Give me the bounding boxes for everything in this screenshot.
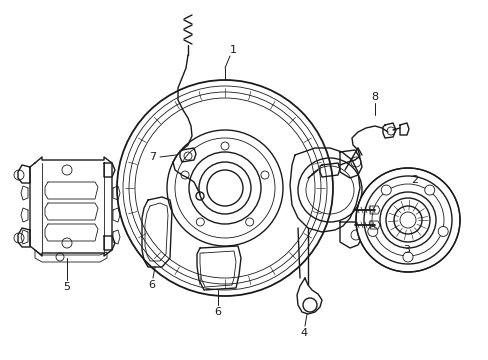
Text: 7: 7 <box>149 152 156 162</box>
Text: 6: 6 <box>148 280 155 290</box>
Circle shape <box>381 185 390 195</box>
Text: 2: 2 <box>410 175 418 185</box>
Circle shape <box>402 252 412 262</box>
Text: 4: 4 <box>300 328 307 338</box>
Circle shape <box>355 168 459 272</box>
Text: 5: 5 <box>63 282 70 292</box>
Text: 8: 8 <box>371 92 378 102</box>
Circle shape <box>117 80 332 296</box>
Circle shape <box>424 185 434 195</box>
Text: 1: 1 <box>229 45 236 55</box>
Text: 6: 6 <box>214 307 221 317</box>
Circle shape <box>437 226 447 237</box>
Text: 3: 3 <box>403 245 409 255</box>
Circle shape <box>367 226 377 237</box>
